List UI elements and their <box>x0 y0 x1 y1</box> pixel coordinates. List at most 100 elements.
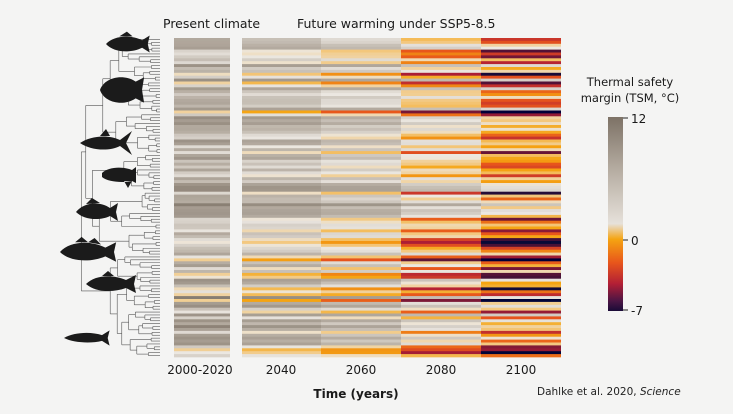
heatmap-cell <box>174 223 230 227</box>
heatmap-cell <box>321 188 401 193</box>
heatmap-cell <box>242 177 321 181</box>
heatmap-cell <box>174 212 230 216</box>
heatmap-cell <box>401 110 481 114</box>
heatmap-cell <box>242 38 321 42</box>
heatmap-cell <box>174 316 230 320</box>
heatmap-cell <box>242 87 321 91</box>
heatmap-cell <box>242 188 321 193</box>
heatmap-cell <box>174 165 230 169</box>
heatmap-cell <box>321 38 401 42</box>
heatmap-cell <box>174 46 230 50</box>
heatmap-cell <box>242 287 321 291</box>
credit-text: Dahlke et al. 2020, <box>537 386 637 398</box>
heatmap-cell <box>481 229 561 233</box>
heatmap-cell <box>174 241 230 245</box>
heatmap-cell <box>174 145 230 149</box>
tuna-icon <box>80 129 132 155</box>
heatmap-cell <box>242 339 321 343</box>
heatmap-cell <box>481 232 561 236</box>
heatmap-cell <box>481 243 561 248</box>
heatmap-cell <box>481 220 561 224</box>
heatmap-cell <box>321 145 401 149</box>
heatmap-cell <box>481 75 561 79</box>
heatmap-cell <box>242 162 321 166</box>
heatmap-cell <box>174 197 230 201</box>
heatmap-cell <box>321 43 401 48</box>
colorbar-tick-label-high: 12 <box>631 112 646 126</box>
heatmap-cell <box>174 246 230 251</box>
heatmap-cell <box>481 81 561 85</box>
heatmap-cell <box>401 58 481 62</box>
heatmap-cell <box>242 113 321 117</box>
heatmap-cell <box>321 336 401 340</box>
heatmap-cell <box>174 322 230 326</box>
heatmap-cell <box>481 255 561 259</box>
heatmap-cell <box>481 52 561 56</box>
heatmap-cell <box>242 241 321 245</box>
heatmap-cell <box>321 133 401 137</box>
heatmap-cell <box>481 165 561 169</box>
heatmap-cell <box>481 174 561 178</box>
heatmap-cell <box>481 310 561 314</box>
heatmap-cell <box>174 133 230 137</box>
heatmap-cell <box>401 52 481 56</box>
heatmap-cell <box>401 130 481 135</box>
heatmap-cell <box>321 142 401 146</box>
heatmap-cell <box>174 38 230 42</box>
heatmap-cell <box>174 206 230 210</box>
heatmap-cell <box>174 183 230 187</box>
heatmap-cell <box>481 342 561 346</box>
heatmap-cell <box>174 330 230 335</box>
heatmap-cell <box>242 154 321 158</box>
heatmap-cell <box>174 267 230 271</box>
heatmap-cell <box>321 287 401 291</box>
heatmap-cell <box>242 159 321 164</box>
heatmap-cell <box>481 316 561 320</box>
heatmap-cell <box>481 156 561 161</box>
heatmap-cell <box>242 64 321 68</box>
heatmap-cell <box>401 310 481 314</box>
heatmap-cell <box>481 336 561 340</box>
heatmap-cell <box>321 307 401 311</box>
heatmap-cell <box>401 223 481 227</box>
heatmap-cell <box>242 328 321 332</box>
heatmap-cell <box>321 209 401 213</box>
heatmap-cell <box>321 325 401 329</box>
heatmap-cell <box>401 136 481 140</box>
heatmap-cell <box>321 58 401 62</box>
heatmap-cell <box>242 252 321 256</box>
heatmap-cell <box>401 168 481 172</box>
heatmap-cell <box>242 246 321 251</box>
heatmap-cell <box>321 110 401 114</box>
heatmap-cell <box>242 261 321 265</box>
heatmap-cell <box>321 119 401 123</box>
flatfish-icon <box>100 77 145 103</box>
heatmap-cell <box>174 122 230 126</box>
heatmap-cell <box>481 98 561 103</box>
heatmap-cell <box>321 284 401 288</box>
heatmap-cell <box>242 165 321 169</box>
heatmap-cell <box>242 174 321 178</box>
heatmap-cell <box>481 272 561 277</box>
heatmap-cell <box>481 136 561 140</box>
heatmap-cell <box>481 328 561 332</box>
heatmap-cell <box>242 304 321 309</box>
heatmap-cell <box>401 333 481 338</box>
heatmap-cell <box>321 162 401 166</box>
heatmap-cell <box>174 177 230 181</box>
heatmap-cell <box>174 299 230 303</box>
heatmap-cell <box>242 278 321 282</box>
heatmap-cell <box>481 180 561 184</box>
heatmap-cell <box>321 255 401 259</box>
heatmap-cell <box>174 58 230 62</box>
heatmap-cell <box>242 110 321 114</box>
heatmap-cell <box>174 174 230 178</box>
heatmap-cell <box>174 52 230 56</box>
heatmap-cell <box>174 139 230 143</box>
heatmap-cell <box>401 316 481 320</box>
heatmap-cell <box>242 267 321 271</box>
heatmap-cell <box>174 125 230 129</box>
heatmap-cell <box>481 275 561 280</box>
heatmap-cell <box>481 142 561 146</box>
